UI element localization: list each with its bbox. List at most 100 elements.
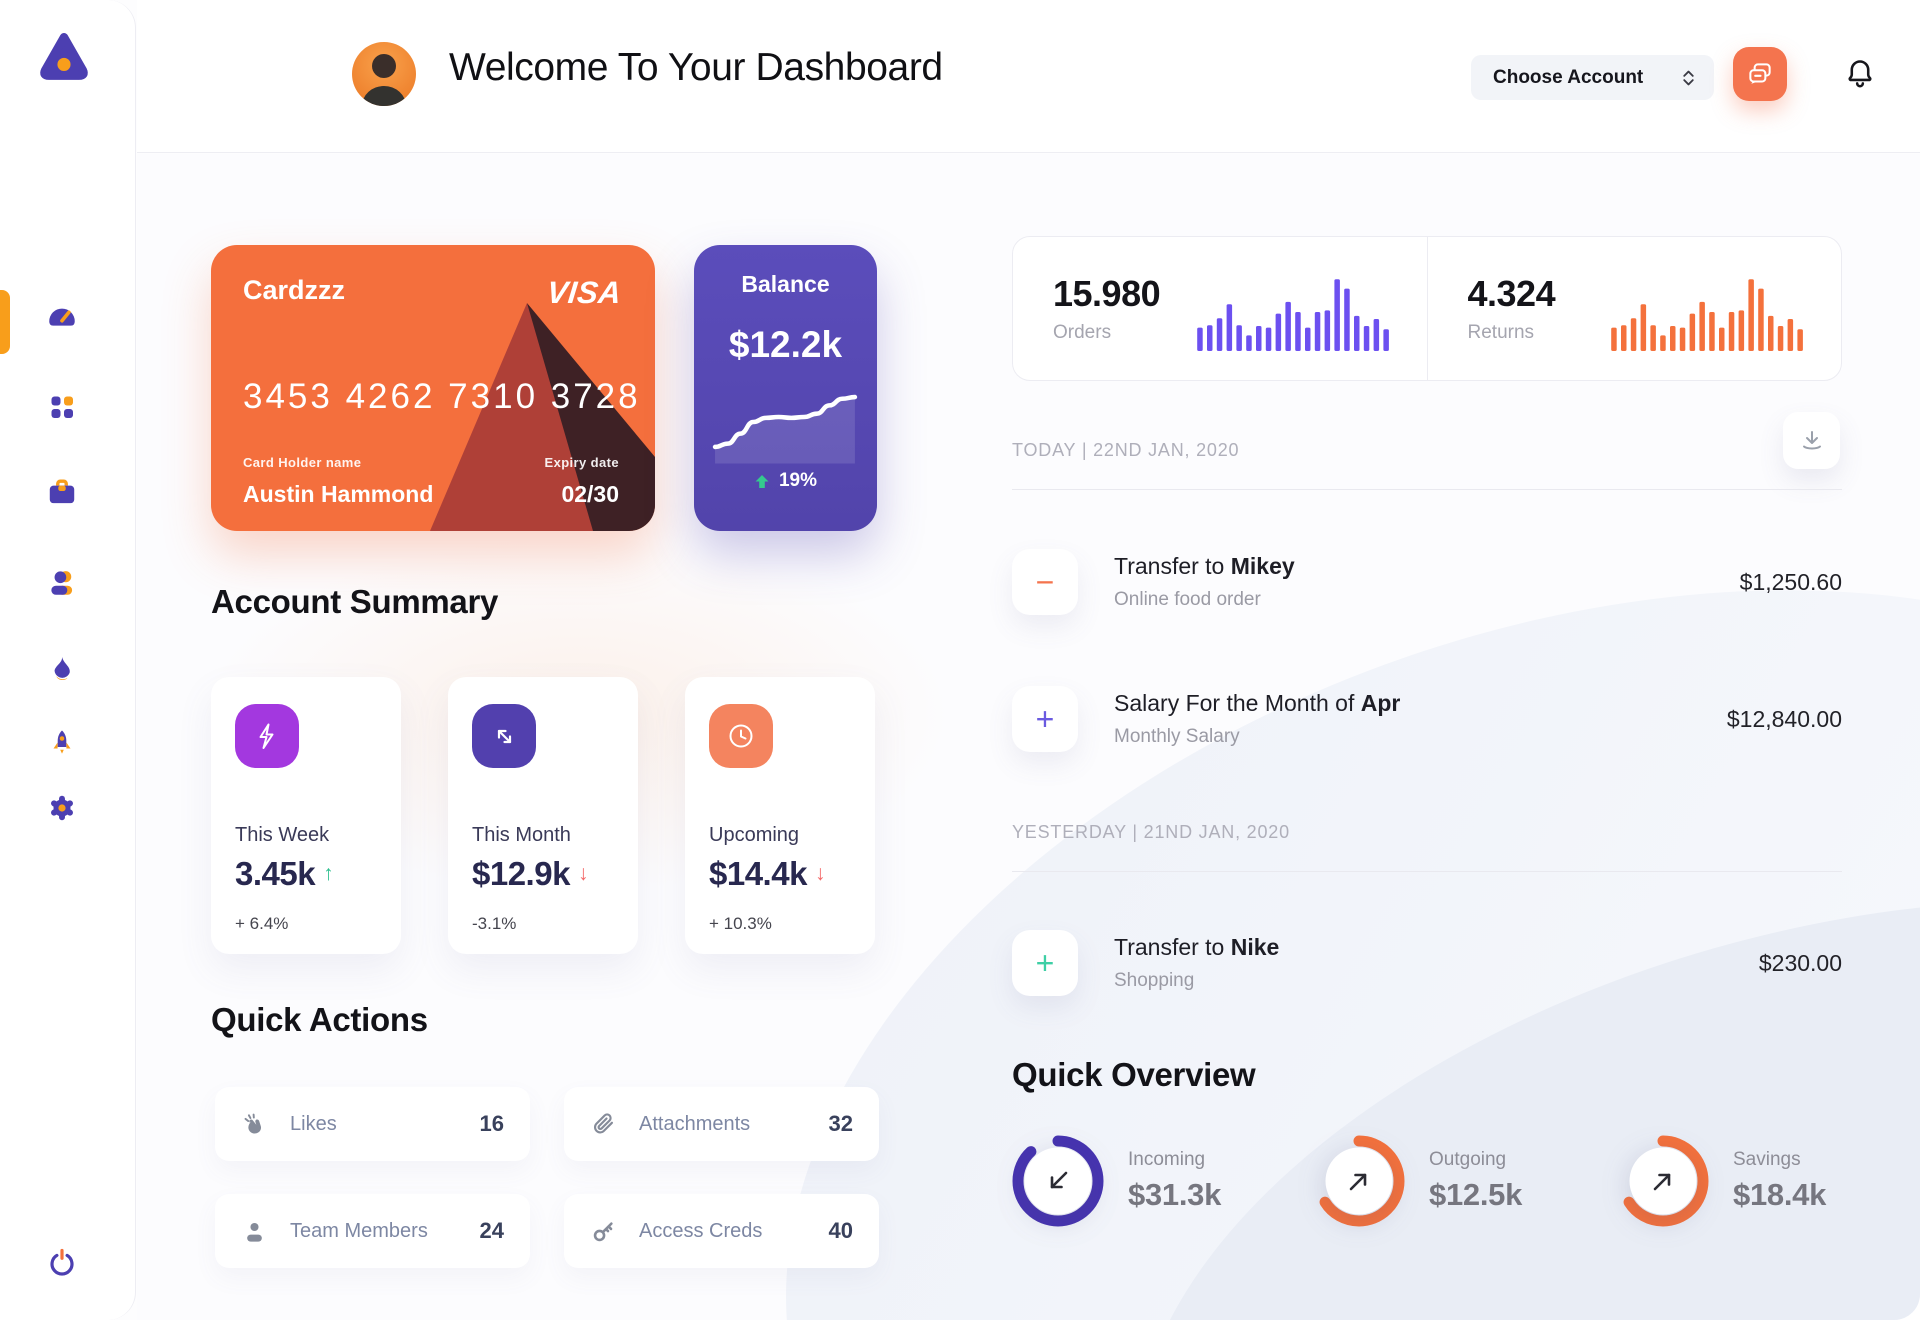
summary-value: $14.4k xyxy=(709,855,807,892)
app-logo[interactable] xyxy=(34,26,94,86)
arrow-up-right-icon xyxy=(1653,1173,1671,1191)
overview-label: Savings xyxy=(1733,1149,1801,1170)
gear-icon xyxy=(51,795,73,821)
quick-action-team-members[interactable]: Team Members 24 xyxy=(215,1194,530,1268)
trend-up-arrow: ↑ xyxy=(323,862,334,885)
overview-savings: Savings $18.4k xyxy=(1615,1133,1826,1229)
sidebar-item-team[interactable] xyxy=(38,558,86,606)
clock-icon xyxy=(709,704,773,768)
sidebar-item-dashboard[interactable] xyxy=(38,292,86,340)
avatar[interactable] xyxy=(352,42,416,106)
briefcase-icon xyxy=(49,479,75,504)
sidebar xyxy=(0,0,136,1320)
divider xyxy=(1012,489,1842,490)
active-nav-indicator xyxy=(0,290,10,354)
quick-actions-grid: Likes 16 Attachments 32 Team Members 24 xyxy=(215,1087,879,1268)
orders-label: Orders xyxy=(1053,322,1112,343)
page-title: Welcome To Your Dashboard xyxy=(449,46,943,89)
quick-action-label: Team Members xyxy=(290,1219,428,1242)
trend-down-arrow: ↓ xyxy=(577,862,589,885)
account-summary-cards: This Week 3.45k ↑ + 6.4% This Month xyxy=(211,677,875,954)
credit-card: Cardzzz VISA 3453 4262 7310 3728 Card Ho… xyxy=(211,245,655,531)
quick-action-count: 32 xyxy=(828,1111,853,1136)
transaction-amount: $1,250.60 xyxy=(1739,568,1842,595)
returns-value: 4.324 xyxy=(1467,273,1556,314)
card-number: 3453 4262 7310 3728 xyxy=(243,377,641,416)
transaction-row-salary[interactable]: + Salary For the Month of Apr Monthly Sa… xyxy=(1012,682,1842,756)
download-statement-button[interactable] xyxy=(1783,412,1840,469)
summary-value: $12.9k xyxy=(472,855,570,892)
sidebar-item-launch[interactable] xyxy=(38,719,86,767)
sidebar-item-settings[interactable] xyxy=(38,784,86,832)
account-summary-heading: Account Summary xyxy=(211,583,499,620)
plus-icon: + xyxy=(1012,930,1078,996)
card-expiry: 02/30 xyxy=(561,481,619,507)
transaction-row-mikey[interactable]: − Transfer to Mikey Online food order $1… xyxy=(1012,545,1842,619)
arrow-up-right-icon xyxy=(1349,1173,1367,1191)
transaction-row-nike[interactable]: + Transfer to Nike Shopping $230.00 xyxy=(1012,926,1842,1000)
summary-label: Upcoming xyxy=(709,824,800,846)
sidebar-item-activity[interactable] xyxy=(38,646,86,694)
minus-icon: − xyxy=(1012,549,1078,615)
overview-label: Incoming xyxy=(1128,1149,1206,1170)
quick-action-count: 40 xyxy=(828,1218,853,1243)
transaction-subtitle: Shopping xyxy=(1114,970,1195,991)
card-holder-label: Card Holder name xyxy=(243,455,362,470)
divider xyxy=(1012,871,1842,872)
summary-card-this-month: This Month $12.9k ↓ -3.1% xyxy=(448,677,638,954)
overview-value: $12.5k xyxy=(1429,1177,1523,1212)
card-holder-name: Austin Hammond xyxy=(243,481,434,507)
summary-delta: -3.1% xyxy=(472,914,517,933)
returns-stat: 4.324 Returns xyxy=(1426,237,1842,380)
chevron-updown-icon xyxy=(1683,70,1694,85)
messages-button[interactable] xyxy=(1733,47,1787,101)
quick-action-likes[interactable]: Likes 16 xyxy=(215,1087,530,1161)
notifications-button[interactable] xyxy=(1840,54,1880,94)
quick-action-access-creds[interactable]: Access Creds 40 xyxy=(564,1194,879,1268)
trend-arrows-icon xyxy=(472,704,536,768)
returns-label: Returns xyxy=(1467,322,1535,343)
balance-value: $12.2k xyxy=(728,324,843,365)
logout-power-button[interactable] xyxy=(38,1238,86,1286)
sidebar-item-work[interactable] xyxy=(38,468,86,516)
overview-value: $31.3k xyxy=(1128,1177,1222,1212)
visa-logo: VISA xyxy=(544,275,623,310)
date-header-today: TODAY | 22ND JAN, 2020 xyxy=(1012,440,1240,460)
speedometer-icon xyxy=(49,308,75,326)
card-mountain-graphic xyxy=(430,303,655,531)
quick-action-count: 24 xyxy=(479,1218,504,1243)
up-arrow-icon xyxy=(755,474,769,488)
balance-trend-chart xyxy=(712,394,857,464)
quick-overview-heading: Quick Overview xyxy=(1012,1056,1256,1093)
transaction-amount: $12,840.00 xyxy=(1726,705,1842,732)
summary-card-upcoming: Upcoming $14.4k ↓ + 10.3% xyxy=(685,677,875,954)
summary-delta: + 6.4% xyxy=(235,914,289,933)
clap-icon xyxy=(244,1113,262,1134)
plus-icon: + xyxy=(1012,686,1078,752)
returns-bar-chart xyxy=(1611,278,1803,351)
person-icon xyxy=(247,1222,262,1242)
quick-actions-heading: Quick Actions xyxy=(211,1001,428,1038)
balance-title: Balance xyxy=(741,271,830,297)
transaction-subtitle: Online food order xyxy=(1114,589,1261,610)
chat-icon xyxy=(1749,63,1771,84)
choose-account-dropdown[interactable]: Choose Account xyxy=(1471,55,1714,100)
arrow-down-left-icon xyxy=(1050,1171,1068,1189)
quick-action-label: Likes xyxy=(290,1112,337,1135)
quick-action-attachments[interactable]: Attachments 32 xyxy=(564,1087,879,1161)
power-icon xyxy=(50,1248,74,1276)
key-icon xyxy=(593,1221,613,1241)
transaction-title: Transfer to Mikey xyxy=(1114,553,1295,579)
user-icon xyxy=(51,571,73,595)
grid-icon xyxy=(51,396,73,418)
transaction-subtitle: Monthly Salary xyxy=(1114,726,1240,747)
summary-delta: + 10.3% xyxy=(709,914,772,933)
quick-action-count: 16 xyxy=(479,1111,504,1136)
rocket-icon xyxy=(53,730,71,754)
bell-icon xyxy=(1848,60,1872,88)
sidebar-item-apps[interactable] xyxy=(38,383,86,431)
card-name: Cardzzz xyxy=(243,275,346,305)
savings-progress-ring xyxy=(1617,1135,1709,1227)
